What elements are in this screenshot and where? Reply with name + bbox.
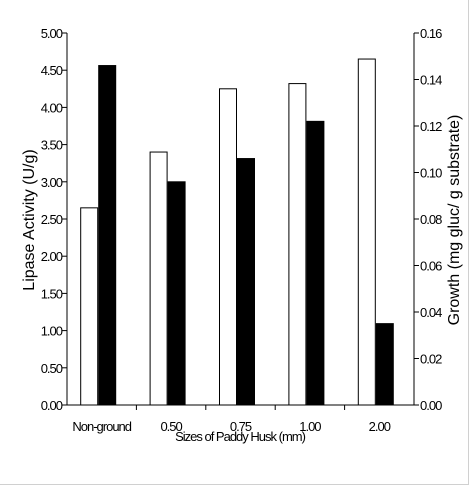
lipase-bar-2 [219, 88, 237, 406]
lipase-bar-1 [149, 151, 168, 406]
y-tick-label-right: 0.02 [420, 352, 442, 367]
y-axis-title-right: Growth (mg gluc/ g substrate) [446, 115, 463, 326]
y-tick-label-left: 1.50 [41, 286, 63, 301]
y-tick-label-left: 3.50 [41, 138, 63, 153]
lipase-bar-0 [80, 207, 99, 406]
y-axis-title-left: Lipase Activity (U/g) [21, 149, 38, 290]
x-axis-title: Sizes of Paddy Husk (mm) [175, 429, 306, 444]
y-tick-label-left: 2.50 [41, 212, 63, 227]
bars-group [80, 58, 394, 406]
y-tick-label-left: 1.00 [41, 324, 63, 339]
axes-group [62, 32, 419, 410]
labels-group: 0.00 0.50 1.00 1.50 2.00 2.50 3.00 3.50 4.00 4.50… [41, 26, 443, 434]
y-tick-label-right: 0.00 [420, 398, 442, 413]
y-tick-label-right: 0.10 [420, 166, 442, 181]
y-tick-label-right: 0.06 [420, 259, 442, 274]
x-tick-label: Non-ground [72, 419, 131, 434]
y-tick-label-left: 2.00 [41, 249, 63, 264]
growth-bar-2 [237, 158, 255, 406]
growth-bar-3 [306, 120, 325, 406]
lipase-bar-4 [357, 58, 376, 406]
x-tick-label: 2.00 [369, 419, 391, 434]
y-tick-label-left: 4.00 [41, 100, 63, 115]
y-tick-label-left: 4.50 [41, 63, 63, 78]
lipase-bar-3 [288, 83, 307, 406]
y-tick-label-left: 5.00 [41, 26, 63, 41]
x-tick-label: 0.75 [230, 419, 252, 434]
growth-bar-4 [375, 323, 394, 406]
y-tick-label-right: 0.12 [420, 119, 442, 134]
y-tick-label-left: 0.50 [41, 361, 63, 376]
y-tick-label-right: 0.14 [420, 73, 442, 88]
x-tick-label: 1.00 [299, 419, 321, 434]
y-tick-label-left: 3.00 [41, 175, 63, 190]
y-tick-label-right: 0.08 [420, 212, 442, 227]
y-tick-label-right: 0.16 [420, 26, 442, 41]
x-tick-label: 0.50 [160, 419, 182, 434]
growth-bar-1 [167, 181, 186, 406]
growth-bar-0 [98, 65, 117, 406]
y-tick-label-right: 0.04 [420, 305, 442, 320]
y-tick-label-left: 0.00 [41, 398, 63, 413]
